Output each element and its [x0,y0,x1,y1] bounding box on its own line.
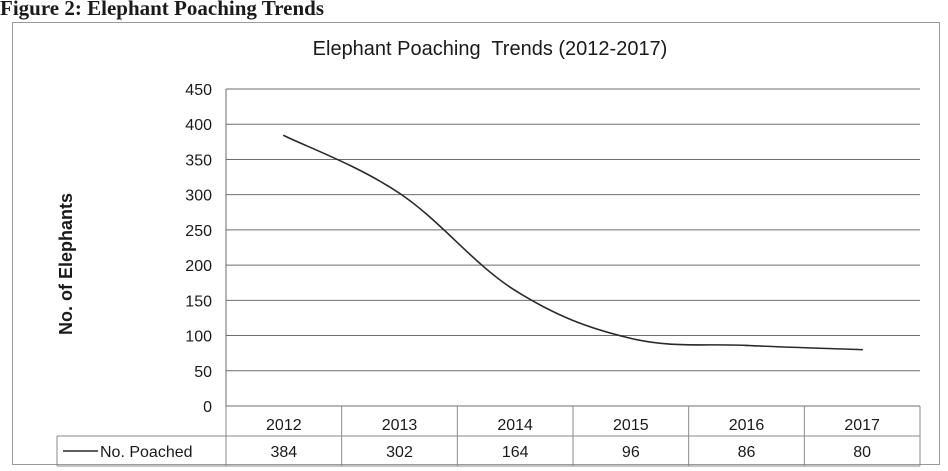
x-tick-label: 2015 [613,417,649,434]
y-axis-ticks: 0 50 100 150 200 250 300 350 400 450 [185,82,212,416]
data-point [861,348,863,351]
y-tick-label: 250 [185,223,212,240]
data-table: 2012 2013 2014 2015 2016 2017 No. Poached 384 30… [56,406,921,467]
y-tick-label: 400 [185,117,212,134]
data-table-value: 384 [270,444,297,461]
data-table-value: 96 [622,444,640,461]
y-axis-label: No. of Elephants [56,193,76,335]
y-tick-label: 150 [185,293,212,310]
data-table-value: 302 [386,444,413,461]
x-tick-label: 2013 [382,417,418,434]
x-tick-label: 2014 [497,417,533,434]
data-table-value: 80 [853,444,871,461]
x-tick-label: 2012 [266,417,302,434]
gridlines [225,88,920,436]
chart-title: Elephant Poaching Trends (2012-2017) [312,38,668,60]
data-point [630,337,632,340]
series-line-no-poached [283,134,863,351]
data-point [398,192,401,195]
y-tick-label: 300 [185,188,212,205]
data-table-value: 164 [502,444,529,461]
y-tick-label: 50 [194,364,212,381]
data-point [283,134,285,137]
legend-series-name: No. Poached [100,444,193,461]
y-tick-label: 200 [185,258,212,275]
x-tick-label: 2016 [729,417,765,434]
series-line-layer [283,134,863,351]
figure-caption: Figure 2: Elephant Poaching Trends [0,0,324,20]
data-table-value: 86 [738,444,756,461]
y-tick-label: 350 [185,152,212,169]
y-tick-label: 450 [185,82,212,99]
y-tick-label: 0 [203,399,212,416]
data-point [745,344,748,347]
data-point [514,289,516,292]
y-tick-label: 100 [185,329,212,346]
x-tick-label: 2017 [844,417,880,434]
chart-frame [12,22,940,465]
